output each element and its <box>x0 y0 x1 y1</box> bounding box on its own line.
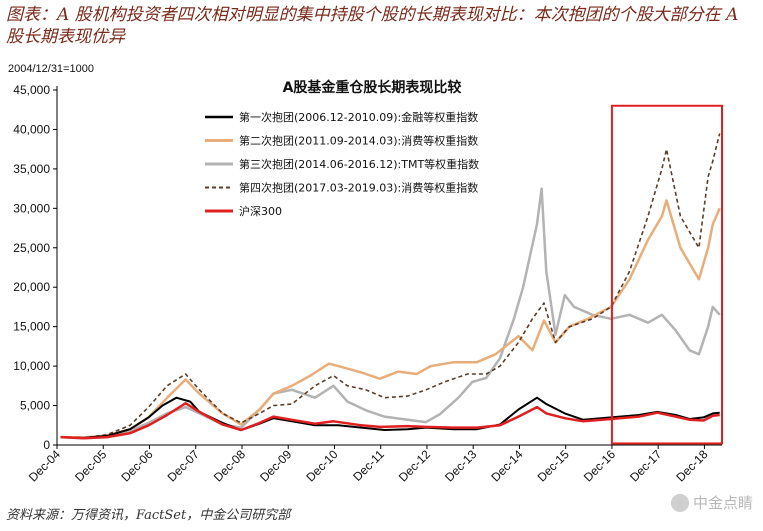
y-tick-label: 35,000 <box>13 162 50 176</box>
legend-label: 第二次抱团(2011.09-2014.03):消费等权重指数 <box>239 134 478 148</box>
watermark-logo-icon <box>670 493 689 512</box>
legend-label: 第三次抱团(2014.06-2016.12):TMT等权重指数 <box>239 157 479 171</box>
x-tick-label: Dec-11 <box>350 447 387 484</box>
figure-title: 图表：A 股机构投资者四次相对明显的集中持股个股的长期表现对比：本次抱团的个股大… <box>6 5 739 47</box>
x-tick-label: Dec-18 <box>673 447 710 484</box>
y-tick-label: 20,000 <box>13 280 50 294</box>
x-tick-label: Dec-13 <box>442 447 479 484</box>
y-tick-label: 25,000 <box>13 241 50 255</box>
x-tick-label: Dec-05 <box>72 447 109 484</box>
x-tick-label: Dec-04 <box>26 447 63 484</box>
y-tick-label: 30,000 <box>13 201 50 215</box>
series-line-4 <box>60 133 721 439</box>
x-tick-label: Dec-09 <box>257 447 294 484</box>
x-tick-label: Dec-14 <box>488 447 525 484</box>
x-tick-label: Dec-06 <box>118 447 155 484</box>
x-tick-label: Dec-16 <box>581 447 618 484</box>
watermark-text: 中金点睛 <box>692 494 753 512</box>
legend: 第一次抱团(2006.12-2010.09):金融等权重指数第二次抱团(2011… <box>205 110 479 218</box>
legend-label: 第一次抱团(2006.12-2010.09):金融等权重指数 <box>239 110 478 124</box>
y-tick-label: 45,000 <box>13 83 50 97</box>
x-tick-label: Dec-07 <box>165 447 202 484</box>
series-line-2 <box>60 199 721 439</box>
highlight-box <box>610 104 724 445</box>
chart-title: A股基金重仓股长期表现比较 <box>283 79 462 96</box>
y-tick-label: 5,000 <box>20 399 50 413</box>
series-line-1 <box>60 396 720 439</box>
x-tick-label: Dec-17 <box>627 447 664 484</box>
y-tick-label: 0 <box>43 438 50 452</box>
legend-label: 沪深300 <box>239 204 282 218</box>
x-tick-label: Dec-10 <box>303 447 340 484</box>
legend-label: 第四次抱团(2017.03-2019.03):消费等权重指数 <box>239 181 478 195</box>
y-tick-label: 40,000 <box>13 122 50 136</box>
source-note: 资料来源：万得资讯，FactSet，中金公司研究部 <box>6 508 291 523</box>
watermark: 中金点睛 <box>670 492 753 513</box>
y-tick-label: 10,000 <box>13 359 50 373</box>
series-line-3 <box>60 187 721 440</box>
x-tick-label: Dec-15 <box>535 447 572 484</box>
x-tick-label: Dec-08 <box>211 447 248 484</box>
base-note: 2004/12/31=1000 <box>8 63 94 75</box>
y-tick-label: 15,000 <box>13 320 50 334</box>
series-line-5 <box>60 401 720 440</box>
plot-area <box>60 104 724 445</box>
x-tick-label: Dec-12 <box>396 447 433 484</box>
